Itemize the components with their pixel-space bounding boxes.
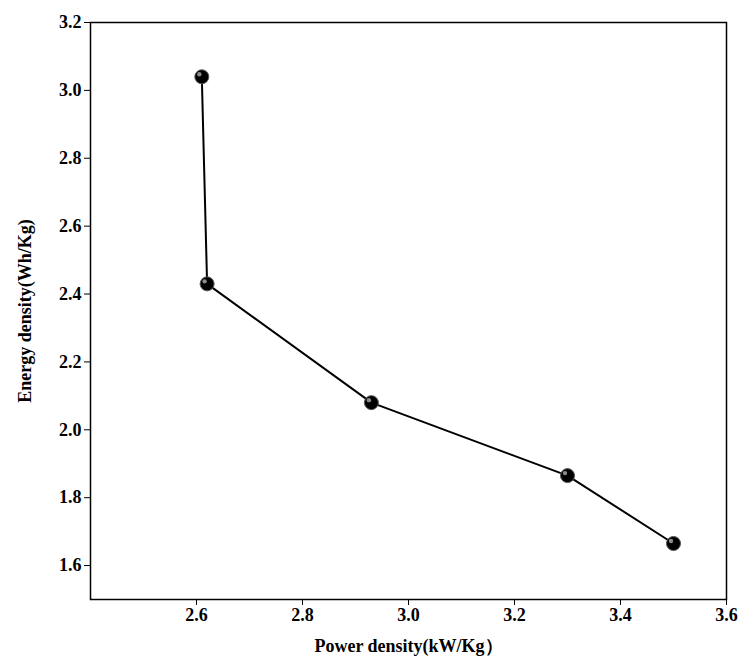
svg-text:1.6: 1.6 bbox=[59, 555, 82, 575]
svg-text:2.8: 2.8 bbox=[291, 605, 314, 625]
svg-text:2.6: 2.6 bbox=[185, 605, 208, 625]
svg-text:1.8: 1.8 bbox=[59, 487, 82, 507]
svg-text:Energy density(Wh/Kg): Energy density(Wh/Kg) bbox=[15, 219, 36, 403]
svg-text:3.2: 3.2 bbox=[59, 12, 82, 32]
svg-text:2.0: 2.0 bbox=[59, 420, 82, 440]
svg-text:3.0: 3.0 bbox=[397, 605, 420, 625]
svg-text:3.2: 3.2 bbox=[503, 605, 526, 625]
svg-text:3.4: 3.4 bbox=[609, 605, 632, 625]
svg-text:3.6: 3.6 bbox=[715, 605, 738, 625]
svg-text:2.4: 2.4 bbox=[59, 284, 82, 304]
svg-text:2.8: 2.8 bbox=[59, 148, 82, 168]
svg-text:2.6: 2.6 bbox=[59, 216, 82, 236]
svg-text:3.0: 3.0 bbox=[59, 80, 82, 100]
svg-text:2.2: 2.2 bbox=[59, 352, 82, 372]
svg-text:Power density(kW/Kg）: Power density(kW/Kg） bbox=[314, 636, 502, 657]
